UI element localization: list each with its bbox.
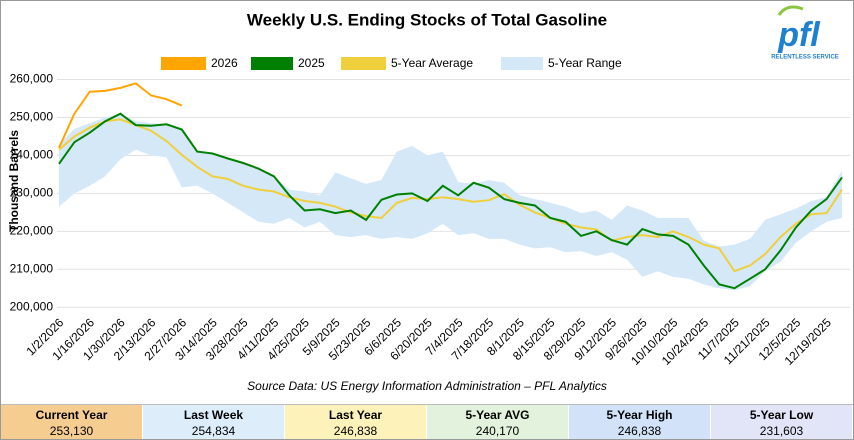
summary-label: 5-Year Low [749, 408, 814, 422]
y-tick-label: 210,000 [10, 261, 54, 275]
summary-cell: 5-Year AVG 240,170 [427, 405, 569, 439]
summary-value: 253,130 [49, 424, 94, 438]
legend-label: 5-Year Average [391, 56, 473, 70]
chart: Weekly U.S. Ending Stocks of Total Gasol… [7, 5, 850, 393]
summary-label: Last Week [183, 408, 244, 422]
summary-value: 240,170 [475, 424, 520, 438]
y-tick-label: 220,000 [10, 223, 54, 237]
summary-cell: 5-Year High 246,838 [569, 405, 711, 439]
legend-swatch [501, 57, 543, 70]
series-line [58, 118, 843, 273]
y-tick-label: 230,000 [10, 186, 54, 200]
logo: pfl [777, 16, 821, 54]
y-tick-label: 260,000 [10, 72, 54, 86]
summary-value: 254,834 [191, 424, 236, 438]
summary-label: Current Year [35, 408, 108, 422]
summary-value: 246,838 [617, 424, 662, 438]
summary-cell: 5-Year Low 231,603 [711, 405, 853, 439]
summary-cell: Current Year 253,130 [1, 405, 143, 439]
legend-swatch [341, 57, 386, 70]
summary-value: 246,838 [333, 424, 378, 438]
series-line [58, 112, 843, 290]
legend-label: 2026 [211, 56, 238, 70]
y-tick-label: 200,000 [10, 299, 54, 313]
summary-label: 5-Year High [606, 408, 673, 422]
legend-label: 5-Year Range [548, 56, 622, 70]
summary-table: Current Year 253,130 Last Week 254,834 Last … [1, 404, 853, 439]
legend-swatch [251, 57, 293, 70]
summary-cell: Last Week 254,834 [143, 405, 285, 439]
legend-swatch [161, 57, 206, 70]
range-band [59, 113, 842, 291]
summary-value: 231,603 [759, 424, 804, 438]
summary-cell: Last Year 246,838 [285, 405, 427, 439]
legend-label: 2025 [298, 56, 325, 70]
summary-label: Last Year [328, 408, 383, 422]
logo-swoosh [777, 5, 804, 16]
chart-title: Weekly U.S. Ending Stocks of Total Gasol… [247, 10, 607, 29]
source-note: Source Data: US Energy Information Admin… [247, 379, 607, 393]
summary-label: 5-Year AVG [465, 408, 530, 422]
y-tick-label: 250,000 [10, 110, 54, 124]
y-tick-label: 240,000 [10, 148, 54, 162]
y-axis-label: Thousand Barrels [7, 130, 21, 232]
series-line [58, 82, 183, 149]
logo-tagline: RELENTLESS SERVICE [771, 55, 839, 61]
